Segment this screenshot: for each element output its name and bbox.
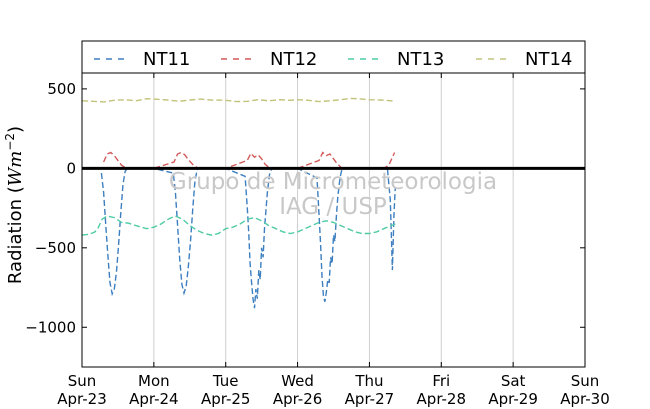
y-axis-label-exponent: −2 <box>3 133 17 151</box>
x-tick-date-5: Apr-28 <box>417 390 467 408</box>
legend-label-nt14: NT14 <box>525 49 572 70</box>
legend-label-nt11: NT11 <box>143 49 190 70</box>
x-tick-day-0: Sun <box>68 372 97 390</box>
y-tick-label-2: −500 <box>35 239 76 257</box>
y-axis-label: Radiation (Wm−2) <box>3 126 26 284</box>
legend-label-nt13: NT13 <box>397 49 444 70</box>
y-tick-label-1: 0 <box>66 159 76 177</box>
x-tick-day-7: Sun <box>571 372 600 390</box>
x-tick-date-2: Apr-25 <box>201 390 251 408</box>
watermark: Grupo de Micrometeorologia IAG / USP <box>169 169 497 220</box>
y-axis-label-close: ) <box>5 126 26 133</box>
x-tick-date-4: Apr-27 <box>345 390 395 408</box>
x-tick-date-1: Apr-24 <box>129 390 179 408</box>
series-layer <box>81 97 396 309</box>
series-line-nt12 <box>102 151 396 170</box>
x-tick-day-4: Thu <box>354 372 383 390</box>
x-tick-date-7: Apr-30 <box>560 390 610 408</box>
y-tick-label-0: 500 <box>47 80 76 98</box>
y-tick-label-3: −1000 <box>25 318 76 336</box>
series-line-nt14 <box>81 97 396 103</box>
x-tick-date-3: Apr-26 <box>273 390 323 408</box>
legend-label-nt12: NT12 <box>270 49 317 70</box>
axis-ticks: 5000−500−1000SunApr-23MonApr-24TueApr-25… <box>25 73 610 408</box>
y-axis-label-main: Radiation ( <box>5 186 26 284</box>
y-axis-label-unit: Wm <box>5 151 26 187</box>
x-tick-day-1: Mon <box>138 372 170 390</box>
legend-frame <box>81 40 586 74</box>
x-tick-day-6: Sat <box>501 372 526 390</box>
watermark-line-2: IAG / USP <box>279 194 387 220</box>
x-tick-day-2: Tue <box>212 372 239 390</box>
x-tick-date-6: Apr-29 <box>488 390 538 408</box>
x-tick-day-3: Wed <box>281 372 314 390</box>
x-tick-day-5: Fri <box>432 372 450 390</box>
series-line-nt13 <box>81 215 396 236</box>
grid-layer <box>153 73 514 367</box>
x-tick-date-0: Apr-23 <box>57 390 107 408</box>
series-line-nt11 <box>100 167 396 309</box>
plot-frame <box>81 72 586 368</box>
watermark-line-1: Grupo de Micrometeorologia <box>169 169 497 195</box>
legend: NT11 NT12 NT13 NT14 <box>81 40 586 74</box>
